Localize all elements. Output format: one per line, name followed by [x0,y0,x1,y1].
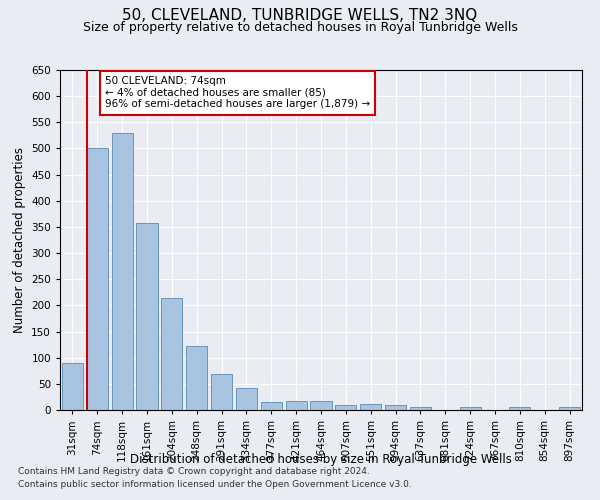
Bar [211,374,232,410]
Bar [410,408,431,410]
Text: Size of property relative to detached houses in Royal Tunbridge Wells: Size of property relative to detached ho… [83,21,517,34]
Bar [360,404,381,410]
Bar [161,298,182,410]
Bar [310,400,332,410]
Bar [385,405,406,410]
Bar [460,408,481,410]
Bar [186,346,207,410]
Bar [112,133,133,410]
Text: Distribution of detached houses by size in Royal Tunbridge Wells: Distribution of detached houses by size … [130,452,512,466]
Bar [136,222,158,410]
Text: 50 CLEVELAND: 74sqm
← 4% of detached houses are smaller (85)
96% of semi-detache: 50 CLEVELAND: 74sqm ← 4% of detached hou… [105,76,370,110]
Bar [559,408,580,410]
Bar [509,408,530,410]
Text: 50, CLEVELAND, TUNBRIDGE WELLS, TN2 3NQ: 50, CLEVELAND, TUNBRIDGE WELLS, TN2 3NQ [122,8,478,22]
Bar [261,402,282,410]
Bar [335,405,356,410]
Bar [286,401,307,410]
Bar [87,148,108,410]
Bar [236,388,257,410]
Bar [62,363,83,410]
Text: Contains HM Land Registry data © Crown copyright and database right 2024.: Contains HM Land Registry data © Crown c… [18,467,370,476]
Y-axis label: Number of detached properties: Number of detached properties [13,147,26,333]
Text: Contains public sector information licensed under the Open Government Licence v3: Contains public sector information licen… [18,480,412,489]
